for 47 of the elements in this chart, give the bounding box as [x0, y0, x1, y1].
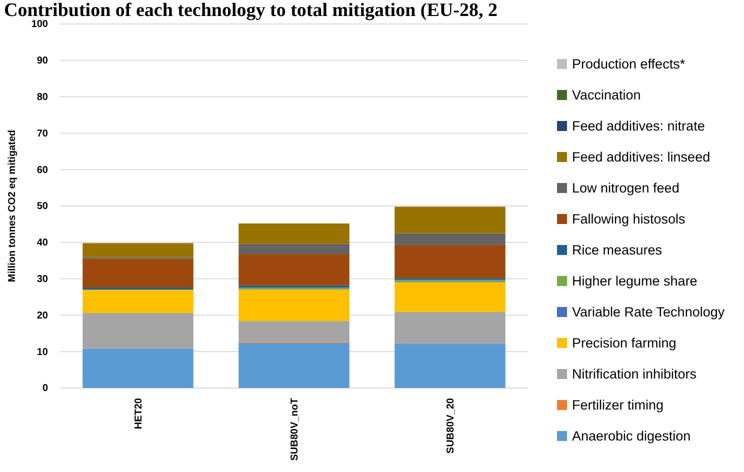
y-tick-label: 0 — [42, 383, 48, 394]
bar — [82, 243, 194, 258]
y-tick-label: 90 — [36, 56, 48, 67]
bar — [82, 313, 194, 349]
legend-label: Precision farming — [572, 336, 676, 351]
legend-label: Higher legume share — [572, 274, 698, 289]
chart-title: Contribution of each technology to total mitigation (EU-28, 2 — [4, 0, 498, 21]
y-tick-label: 10 — [36, 346, 48, 358]
x-tick-label: SUB80V_20 — [446, 398, 456, 454]
y-tick-label: 60 — [36, 164, 48, 176]
bar — [82, 258, 194, 288]
bar — [394, 233, 506, 245]
bar — [82, 290, 194, 314]
bar — [82, 348, 194, 388]
y-tick-label: 70 — [36, 128, 48, 140]
legend-label: Production effects* — [572, 56, 686, 72]
y-tick-label: 50 — [36, 201, 48, 212]
bar — [394, 244, 506, 278]
x-tick-label: SUB80V_noT — [290, 398, 300, 461]
bar — [394, 282, 506, 312]
legend-label: Variable Rate Technology — [572, 304, 725, 320]
bar — [238, 321, 350, 342]
bar — [238, 223, 350, 244]
bar — [238, 244, 350, 254]
bar — [394, 206, 506, 234]
y-tick-label: 20 — [36, 310, 48, 322]
legend-label: Fallowing histosols — [572, 212, 686, 227]
legend-label: Vaccination — [572, 88, 641, 103]
y-tick-label: 30 — [36, 274, 48, 285]
bar — [238, 289, 350, 322]
legend-label: Nitrification inhibitors — [572, 366, 697, 382]
y-tick-label: 40 — [36, 238, 48, 249]
legend-label: Rice measures — [572, 242, 662, 258]
bar — [238, 254, 350, 286]
bar — [238, 342, 350, 388]
legend-label: Low nitrogen feed — [572, 180, 680, 196]
y-axis-title: Million tonnes CO2 eq mitigated — [7, 130, 18, 282]
bar — [394, 344, 506, 388]
bar — [238, 285, 350, 288]
legend-label: Feed additives: linseed — [572, 150, 710, 165]
legend-label: Anaerobic digestion — [572, 428, 691, 444]
legend-label: Fertilizer timing — [572, 398, 664, 413]
bar — [394, 312, 506, 344]
y-tick-label: 80 — [36, 92, 48, 103]
x-tick-label: HET20 — [134, 398, 144, 430]
legend-label: Feed additives: nitrate — [572, 118, 705, 134]
y-tick-label: 100 — [31, 19, 48, 30]
